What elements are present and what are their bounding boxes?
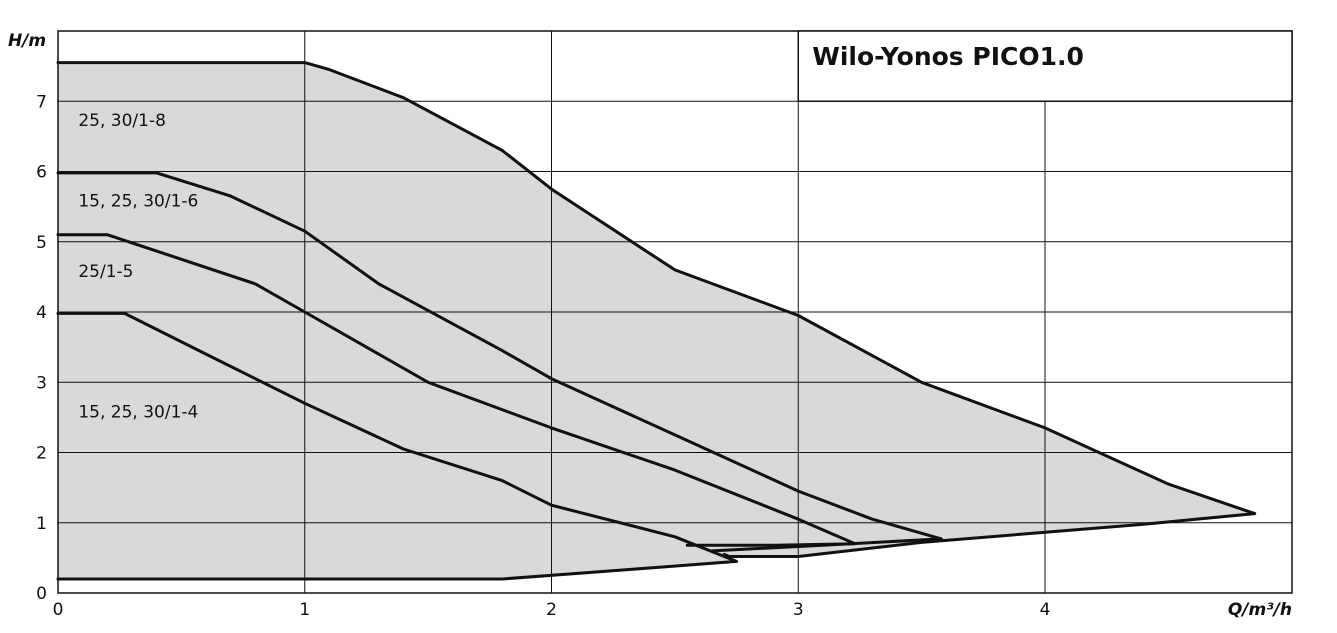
y-tick-label-0: 0	[36, 584, 47, 604]
series-label-4: 15, 25, 30/1-4	[78, 402, 198, 422]
operating-area	[58, 62, 1255, 580]
curve-1	[56, 61, 1257, 558]
y-tick-label-1: 1	[36, 514, 47, 534]
y-tick-label-3: 3	[36, 373, 47, 393]
x-tick-label-1: 1	[299, 600, 310, 620]
y-axis-label: H/m	[8, 31, 46, 51]
title-box-layer: Wilo-Yonos PICO1.0	[797, 30, 1293, 102]
y-tick-label-6: 6	[36, 163, 47, 183]
x-tick-label-3: 3	[793, 600, 804, 620]
series-label-2: 15, 25, 30/1-6	[78, 192, 198, 212]
y-tick-label-7: 7	[36, 92, 47, 112]
curve-2	[56, 171, 943, 553]
operating-area-layer	[58, 62, 1255, 580]
x-tick-label-0: 0	[53, 600, 64, 620]
chart-title: Wilo-Yonos PICO1.0	[812, 42, 1084, 71]
x-tick-label-4: 4	[1040, 600, 1051, 620]
curve-3	[56, 233, 857, 547]
labels-layer: H/m Q/m³/h	[8, 31, 1292, 620]
series-label-1: 25, 30/1-8	[78, 111, 166, 131]
x-axis-label: Q/m³/h	[1228, 600, 1292, 620]
x-tick-label-2: 2	[546, 600, 557, 620]
y-tick-label-5: 5	[36, 233, 47, 253]
series-label-3: 25/1-5	[78, 262, 133, 282]
curves-layer: 25, 30/1-8 15, 25, 30/1-6 25/1-5 15, 25, 30…	[56, 61, 1257, 581]
y-tick-label-2: 2	[36, 444, 47, 464]
title-box	[797, 30, 1293, 102]
y-tick-label-4: 4	[36, 303, 47, 323]
curve-4	[56, 311, 739, 581]
